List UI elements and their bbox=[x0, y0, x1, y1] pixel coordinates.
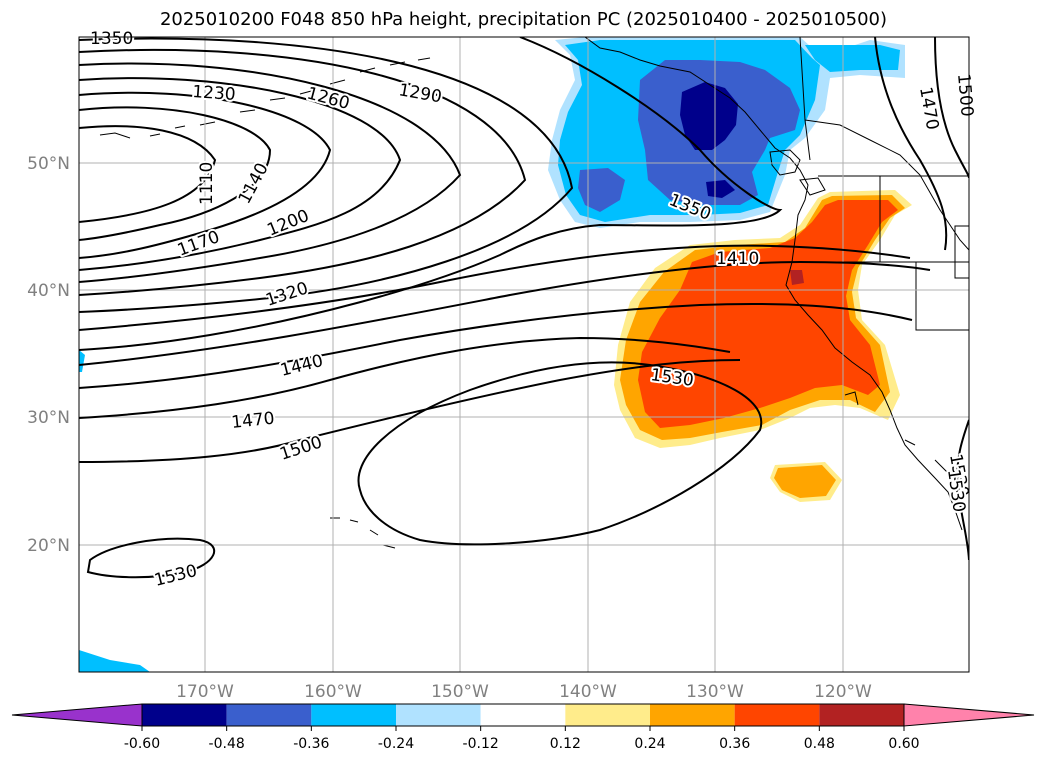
colorbar-outline bbox=[141, 703, 905, 727]
colorbar-tick-label: -0.12 bbox=[463, 736, 499, 752]
colorbar-tick-label: 0.60 bbox=[888, 736, 919, 752]
colorbar-tick-label: -0.60 bbox=[124, 736, 160, 752]
gridlines bbox=[79, 37, 969, 672]
contour-1110 bbox=[79, 125, 217, 223]
colorbar-swatch bbox=[734, 704, 820, 726]
colorbar-tick-label: -0.36 bbox=[293, 736, 329, 752]
lat-tick: 50°N bbox=[27, 154, 70, 174]
contour-1350 bbox=[79, 37, 783, 351]
contour-1470-ne bbox=[874, 37, 948, 251]
lon-tick: 170°W bbox=[176, 682, 234, 702]
contour-label: 1110 bbox=[197, 162, 217, 205]
colorbar-tick-label: 0.48 bbox=[804, 736, 835, 752]
contour-label: 1290 bbox=[397, 80, 443, 107]
contour-1230 bbox=[79, 62, 462, 283]
colorbar-swatch bbox=[480, 704, 566, 726]
contour-label: 1470 bbox=[230, 409, 275, 433]
colorbar-swatch bbox=[226, 704, 312, 726]
contour-1320 bbox=[79, 244, 911, 331]
colorbar-tick-label: 0.36 bbox=[719, 736, 750, 752]
colorbar-tick-label: -0.48 bbox=[209, 736, 245, 752]
contour-label: 1410 bbox=[716, 249, 759, 269]
map-title: 2025010200 F048 850 hPa height, precipit… bbox=[159, 9, 888, 30]
contour-label: 1350 bbox=[90, 29, 133, 49]
plot-frame bbox=[78, 36, 970, 673]
lon-tick: 120°W bbox=[814, 682, 872, 702]
colorbar-swatch bbox=[650, 704, 735, 726]
contour-1410 bbox=[79, 260, 931, 366]
contour-1440 bbox=[79, 302, 913, 389]
colorbar-swatch bbox=[142, 704, 227, 726]
contour-label: 1230 bbox=[192, 82, 237, 105]
contour-label: 1440 bbox=[278, 351, 325, 381]
colorbar-swatch bbox=[819, 704, 904, 726]
contour-1290 bbox=[79, 37, 574, 313]
contour-label: 1500 bbox=[953, 73, 977, 118]
lat-tick-labels: 50°N 40°N 30°N 20°N bbox=[27, 154, 70, 556]
colorbar-swatch bbox=[311, 704, 396, 726]
lon-tick: 140°W bbox=[559, 682, 617, 702]
lon-tick: 160°W bbox=[304, 682, 362, 702]
coastlines bbox=[99, 37, 969, 549]
contour-1530-sw bbox=[86, 537, 215, 579]
contour-label: 1530 bbox=[152, 561, 199, 591]
precip-pos-firebrick bbox=[790, 270, 804, 285]
precip-neg-navy bbox=[680, 82, 738, 198]
contour-1260 bbox=[79, 48, 527, 296]
colorbar-tick-label: 0.12 bbox=[550, 736, 581, 752]
precip-neg-sw bbox=[79, 650, 150, 672]
contour-label: 1200 bbox=[264, 206, 312, 241]
colorbar-tick-label: 0.24 bbox=[634, 736, 665, 752]
precip-neg-w bbox=[79, 350, 85, 372]
colorbar-extend-min bbox=[11, 703, 143, 727]
contour-1200 bbox=[79, 77, 402, 271]
precip-pos-red bbox=[638, 200, 898, 428]
lon-tick: 130°W bbox=[686, 682, 744, 702]
contour-label: 1260 bbox=[305, 84, 352, 115]
lat-tick: 40°N bbox=[27, 281, 70, 301]
lon-tick: 150°W bbox=[431, 682, 489, 702]
colorbar-extend-max bbox=[903, 703, 1035, 727]
contour-label: 1500 bbox=[277, 432, 324, 464]
precip-fills bbox=[79, 37, 969, 672]
contour-label: 1140 bbox=[235, 160, 273, 208]
colorbar-swatch bbox=[396, 704, 481, 726]
lon-tick-labels: 170°W 160°W 150°W 140°W 130°W 120°W bbox=[176, 682, 872, 702]
contour-1530-e bbox=[956, 419, 969, 561]
contour-1470 bbox=[79, 336, 731, 419]
colorbar-tick-label: -0.24 bbox=[378, 736, 414, 752]
lat-tick: 30°N bbox=[27, 408, 70, 428]
colorbar: -0.60 -0.48 -0.36 -0.24 -0.12 0.12 0.24 0.36 0.4… bbox=[11, 703, 1035, 752]
lat-tick: 20°N bbox=[27, 536, 70, 556]
contour-1170 bbox=[79, 91, 332, 259]
contour-1500-ne bbox=[934, 37, 969, 179]
colorbar-swatch bbox=[565, 704, 650, 726]
contour-label: 1170 bbox=[175, 227, 222, 261]
height-contours bbox=[79, 37, 969, 579]
contour-1530-main bbox=[357, 361, 763, 546]
contour-1140 bbox=[79, 106, 272, 241]
